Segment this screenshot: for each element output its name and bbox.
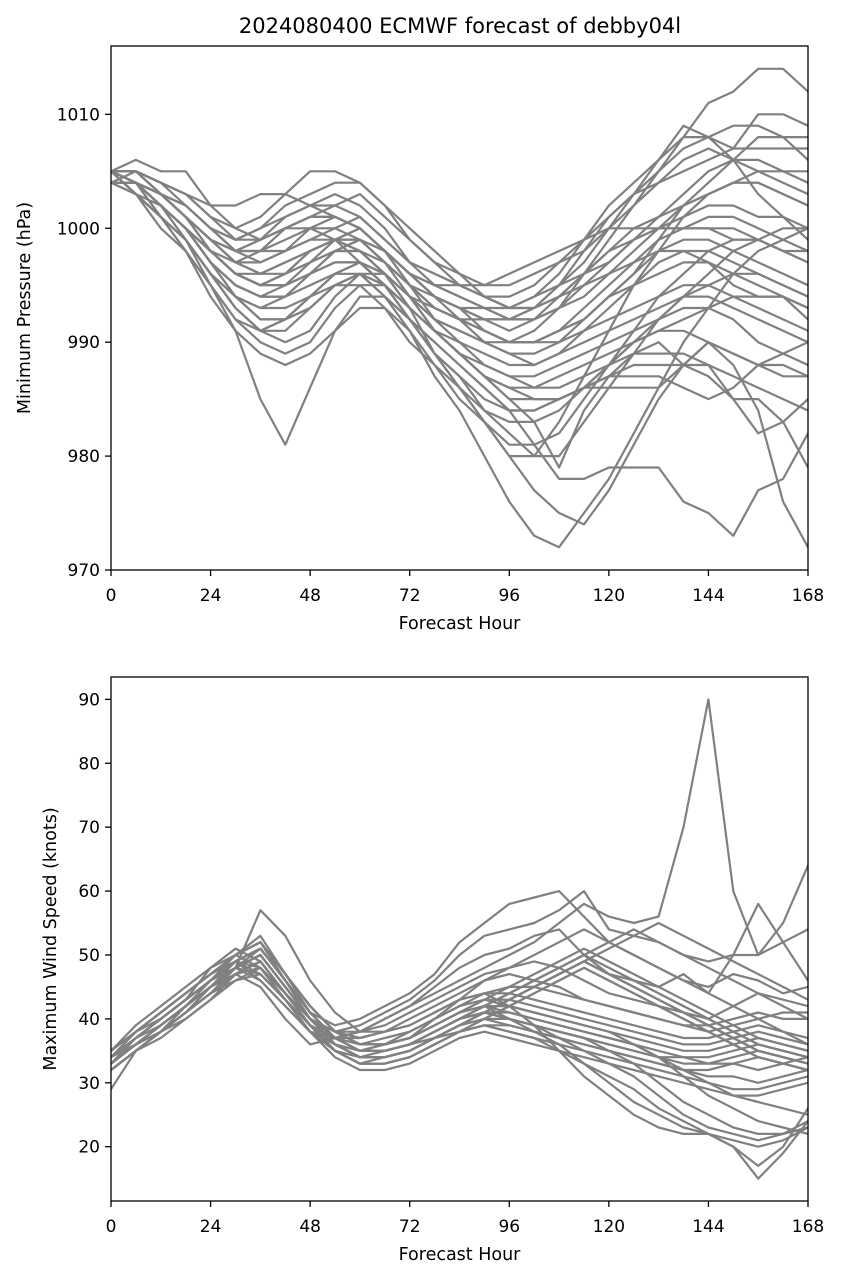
wind-y-tick-label: 30 — [78, 1074, 100, 1094]
wind-y-tick-label: 50 — [78, 946, 100, 966]
pressure-y-tick-label: 1000 — [57, 219, 100, 239]
wind-y-tick-label: 80 — [78, 754, 100, 774]
pressure-y-axis-label: Minimum Pressure (hPa) — [15, 202, 35, 414]
wind-axes-frame — [110, 676, 809, 1202]
pressure-series-line-34 — [111, 170, 808, 321]
pressure-series-line-26 — [111, 170, 808, 549]
pressure-y-tick-label: 980 — [68, 447, 100, 467]
wind-series-line-31 — [111, 941, 808, 1052]
wind-series-line-6 — [111, 960, 808, 1065]
wind-speed-chart: 0 24 48 72 96 120 144 168 20 30 40 50 60 70 80 90 Foreca… — [41, 676, 824, 1265]
wind-series-line-35 — [111, 953, 808, 1065]
wind-series-line-3 — [111, 890, 808, 1059]
wind-series-line-17 — [111, 966, 808, 1097]
pressure-x-tick-label: 24 — [200, 586, 222, 606]
pressure-x-tick-label: 168 — [792, 586, 824, 606]
pressure-x-tick-label: 120 — [593, 586, 625, 606]
wind-series-line-2 — [111, 890, 808, 1065]
pressure-series-group — [111, 67, 808, 549]
pressure-series-line-33 — [111, 158, 808, 310]
wind-y-tick-label: 40 — [78, 1010, 100, 1030]
pressure-y-tick-label: 990 — [68, 333, 100, 353]
figure-title: 2024080400 ECMWF forecast of debby04l — [239, 14, 681, 38]
wind-x-tick-label: 120 — [593, 1217, 625, 1237]
wind-x-tick-label: 0 — [106, 1217, 117, 1237]
wind-series-line-5 — [111, 947, 808, 1052]
pressure-x-tick-label: 72 — [399, 586, 421, 606]
wind-y-tick-label: 20 — [78, 1138, 100, 1158]
pressure-x-tick-label: 144 — [692, 586, 724, 606]
wind-x-tick-label: 168 — [792, 1217, 824, 1237]
pressure-y-tick-label: 1010 — [57, 105, 100, 125]
wind-series-line-34 — [111, 947, 808, 1059]
pressure-y-tick-label: 970 — [68, 561, 100, 581]
pressure-series-line-35 — [111, 170, 808, 287]
pressure-series-line-7 — [111, 170, 808, 321]
wind-series-line-33 — [111, 960, 808, 1072]
wind-y-tick-label: 70 — [78, 818, 100, 838]
wind-y-tick-label: 90 — [78, 690, 100, 710]
wind-series-line-1 — [111, 698, 808, 1091]
wind-y-axis-label: Maximum Wind Speed (knots) — [41, 807, 61, 1070]
wind-x-tick-label: 96 — [498, 1217, 520, 1237]
wind-x-axis-label: Forecast Hour — [399, 1245, 522, 1265]
wind-x-tick-label: 24 — [200, 1217, 222, 1237]
pressure-chart: 0 24 48 72 96 120 144 168 970 980 990 1000 1010 Forec… — [15, 45, 824, 634]
wind-x-tick-label: 144 — [692, 1217, 724, 1237]
wind-x-tick-label: 72 — [399, 1217, 421, 1237]
wind-y-tick-label: 60 — [78, 882, 100, 902]
pressure-x-tick-label: 48 — [299, 586, 321, 606]
pressure-series-line-2 — [111, 113, 808, 310]
pressure-x-tick-label: 96 — [498, 586, 520, 606]
pressure-series-line-23 — [111, 170, 808, 446]
pressure-axes-frame — [110, 45, 809, 571]
pressure-x-tick-label: 0 — [106, 586, 117, 606]
wind-x-tick-label: 48 — [299, 1217, 321, 1237]
pressure-x-axis-label: Forecast Hour — [399, 614, 522, 634]
wind-series-line-4 — [111, 902, 808, 1072]
wind-series-group — [111, 698, 808, 1180]
pressure-series-line-28 — [111, 170, 808, 537]
pressure-series-line-30 — [111, 181, 808, 549]
